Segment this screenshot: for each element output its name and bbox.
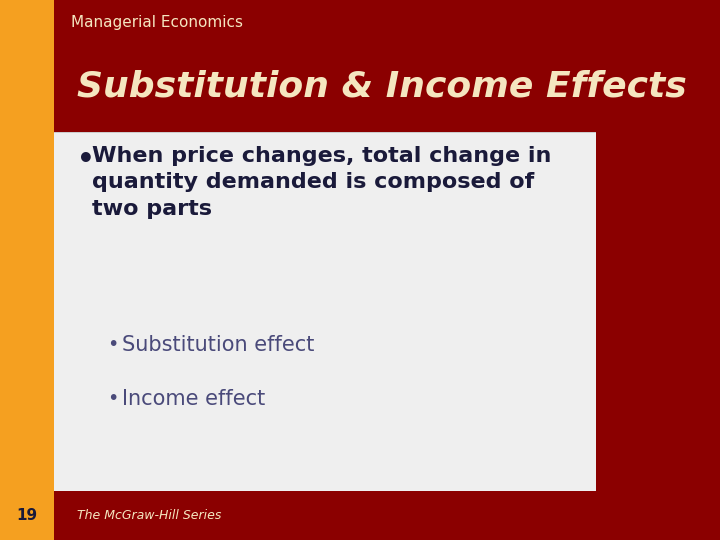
Text: •: •: [107, 335, 119, 354]
Text: Income effect: Income effect: [122, 389, 266, 409]
Text: •: •: [107, 389, 119, 408]
Text: Substitution effect: Substitution effect: [122, 335, 315, 355]
Text: When price changes, total change in
quantity demanded is composed of
two parts: When price changes, total change in quan…: [92, 146, 552, 219]
Text: •: •: [78, 146, 95, 174]
FancyBboxPatch shape: [53, 491, 595, 540]
Text: Substitution & Income Effects: Substitution & Income Effects: [78, 70, 687, 103]
Text: Managerial Economics: Managerial Economics: [71, 16, 243, 30]
Text: 19: 19: [17, 508, 37, 523]
Text: The McGraw-Hill Series: The McGraw-Hill Series: [78, 509, 222, 522]
FancyBboxPatch shape: [53, 132, 595, 133]
FancyBboxPatch shape: [0, 0, 53, 540]
FancyBboxPatch shape: [53, 40, 595, 132]
FancyBboxPatch shape: [53, 132, 595, 491]
